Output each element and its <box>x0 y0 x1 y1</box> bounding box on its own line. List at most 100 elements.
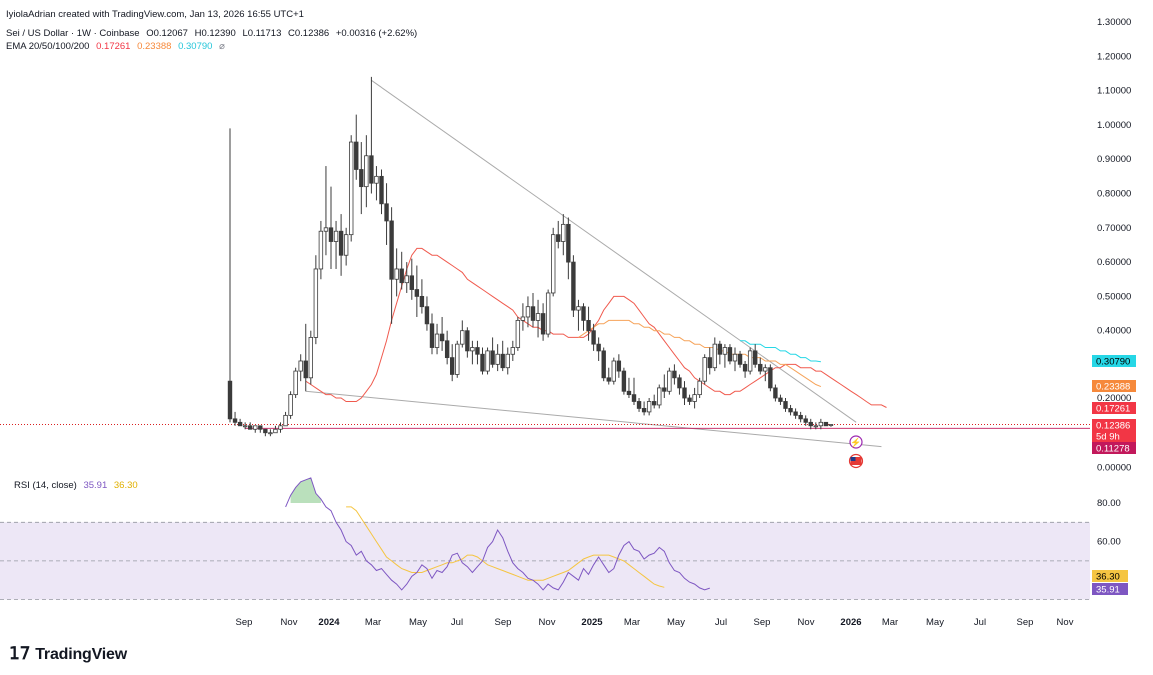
candle-down <box>232 418 238 423</box>
candle-up <box>298 360 303 372</box>
symbol-legend[interactable]: Sei / US Dollar · 1W · Coinbase O0.12067… <box>6 28 421 39</box>
rsi-band <box>0 522 1090 600</box>
candle-down <box>823 421 829 427</box>
price-badge <box>1092 380 1136 392</box>
candle-up <box>510 347 515 355</box>
rsi-ma-value: 36.30 <box>113 480 138 491</box>
candle-down <box>803 418 808 423</box>
rsi-badge <box>1092 583 1128 595</box>
candle-down <box>258 425 263 430</box>
time-axis[interactable]: Sep Nov 2024 Mar May Jul Sep Nov 2025 Mar May Jul Se… <box>236 617 1074 628</box>
candle-up <box>611 360 616 382</box>
candle-down <box>591 330 596 345</box>
candle-up <box>394 268 399 280</box>
time-tick-label: May <box>409 617 427 628</box>
candle-down <box>384 203 389 222</box>
candle-down <box>652 401 657 406</box>
candle-up <box>692 394 697 402</box>
candle-up <box>702 357 707 382</box>
candle-down <box>359 169 364 188</box>
candle-down <box>586 320 591 332</box>
price-pane[interactable] <box>0 76 1090 448</box>
candle-down <box>788 408 793 413</box>
time-tick-label: Nov <box>798 617 815 628</box>
candle-down <box>247 425 253 430</box>
candle-down <box>303 360 308 379</box>
rsi-badge-label: 36.30 <box>1096 572 1120 583</box>
price-badge-label: 0.30790 <box>1096 357 1130 368</box>
rsi-badge <box>1092 570 1128 582</box>
rsi-legend[interactable]: RSI (14, close) 35.91 36.30 <box>14 480 142 491</box>
event-icons[interactable]: ⚡ <box>848 435 864 469</box>
candle-down <box>621 370 627 392</box>
rsi-overbought-fill <box>290 477 321 503</box>
candle-down <box>263 428 268 434</box>
candle-down <box>581 306 586 321</box>
rsi-label: RSI (14, close) <box>14 480 77 491</box>
rsi-tick-label: 80.00 <box>1097 498 1121 509</box>
time-tick-label: Sep <box>1017 617 1034 628</box>
candle-down <box>778 397 783 402</box>
time-tick-label: Nov <box>281 617 298 628</box>
price-badge <box>1092 419 1136 431</box>
time-tick-label: Sep <box>754 617 771 628</box>
logo-text: TradingView <box>35 646 127 663</box>
ema-extra-icon[interactable]: ⌀ <box>219 41 225 52</box>
candle-up <box>525 306 531 318</box>
candle-up <box>364 155 369 188</box>
ohlc-high: H0.12390 <box>194 28 236 39</box>
candle-down <box>571 261 576 311</box>
price-badge <box>1092 402 1136 414</box>
candle-down <box>626 390 632 396</box>
rsi-background <box>0 521 1090 600</box>
candle-down <box>687 397 692 402</box>
candle-down <box>429 323 435 348</box>
candle-up <box>278 425 283 430</box>
flag-stripes-icon <box>850 457 862 465</box>
candle-down <box>636 401 642 409</box>
price-tick-label: 1.00000 <box>1097 120 1131 131</box>
candle-down <box>601 350 606 379</box>
candle-down <box>677 377 682 389</box>
flag-canton-icon <box>850 457 856 461</box>
candle-down <box>465 330 470 352</box>
candle-up <box>813 425 818 428</box>
rsi-pane[interactable] <box>285 477 710 591</box>
candle-down <box>793 411 798 416</box>
candle-up <box>333 230 339 242</box>
candle-down <box>399 268 404 284</box>
candle-up <box>293 370 298 396</box>
candle-up <box>667 370 672 392</box>
candle-down <box>742 363 748 372</box>
tradingview-logo-icon: 𝟣𝟩 <box>9 644 31 663</box>
candle-up <box>576 306 581 311</box>
candle-down <box>424 306 430 325</box>
time-tick-label: Sep <box>236 617 253 628</box>
price-badge-label: 0.11278 <box>1096 444 1130 455</box>
rsi-value: 35.91 <box>83 480 108 491</box>
candle-up <box>535 313 541 321</box>
candle-up <box>253 425 258 430</box>
symbol-name: Sei / US Dollar · 1W · Coinbase <box>6 28 140 39</box>
tradingview-logo[interactable]: 𝟣𝟩 TradingView <box>9 644 127 664</box>
candle-down <box>758 363 763 372</box>
candle-down <box>419 295 425 308</box>
candle-up <box>318 230 324 270</box>
candle-up <box>308 337 313 379</box>
lightning-glyph-icon: ⚡ <box>850 437 861 449</box>
candle-down <box>414 289 420 297</box>
price-tick-label: 0.80000 <box>1097 189 1131 200</box>
candle-up <box>520 316 526 321</box>
time-tick-label: 2024 <box>318 617 340 628</box>
candle-down <box>773 387 778 399</box>
candle-up <box>657 387 662 406</box>
price-tick-label: 0.40000 <box>1097 326 1131 337</box>
candle-up <box>434 333 440 348</box>
price-axis[interactable]: 1.30000 1.20000 1.10000 1.00000 0.90000 0.800… <box>1097 17 1131 548</box>
candle-up <box>283 414 288 427</box>
price-badge-label: 0.17261 <box>1096 404 1130 415</box>
ema-legend[interactable]: EMA 20/50/100/200 0.17261 0.23388 0.3079… <box>6 41 229 52</box>
rsi-ma-line <box>346 506 665 588</box>
candle-up <box>470 347 475 352</box>
